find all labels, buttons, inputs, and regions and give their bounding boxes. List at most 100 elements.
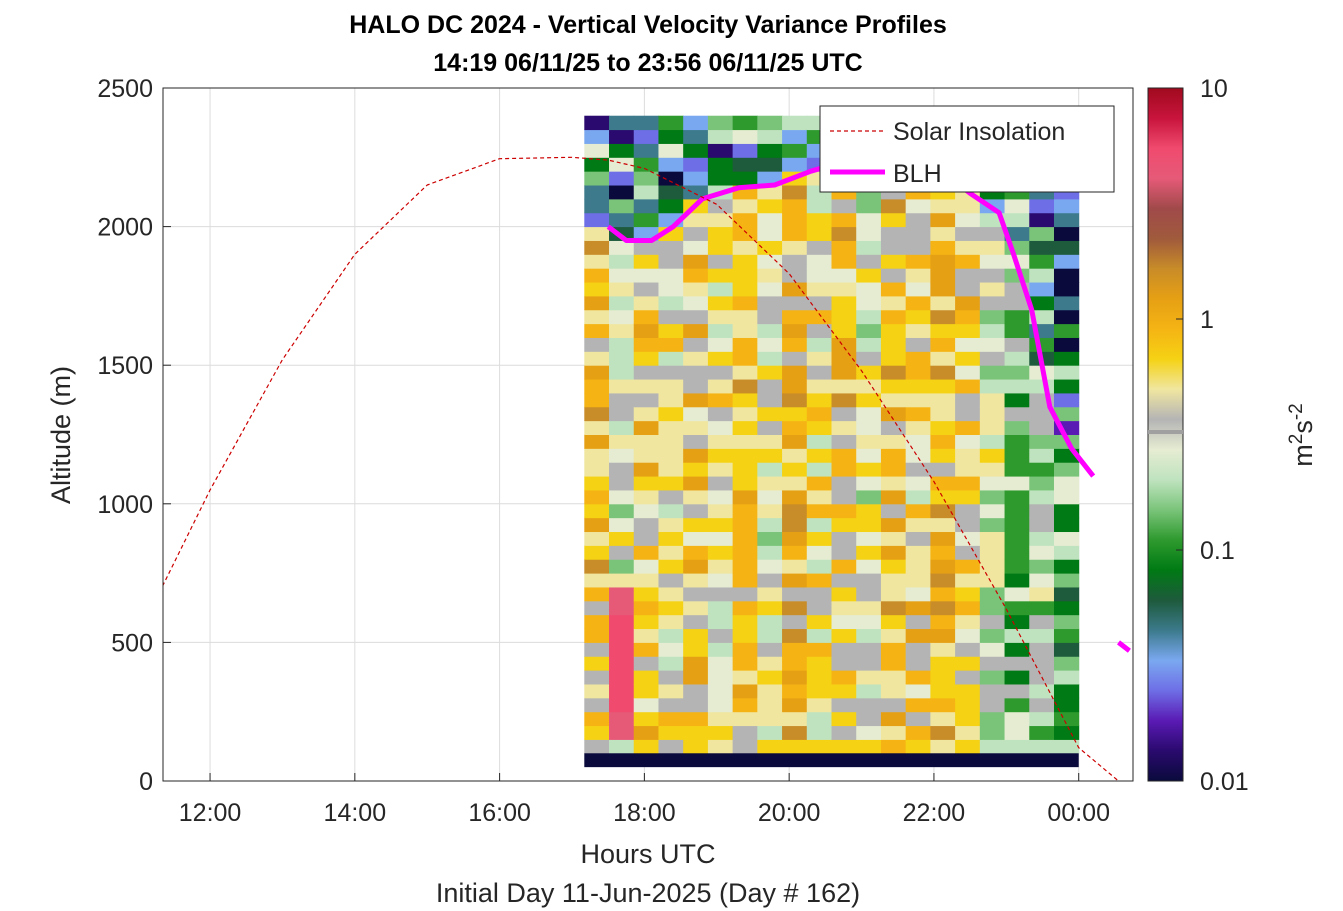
heatmap-cell <box>782 198 808 214</box>
heatmap-cell <box>1053 614 1080 630</box>
heatmap-cell <box>782 157 808 172</box>
heatmap-cell <box>905 725 931 740</box>
heatmap-cell <box>707 739 734 754</box>
heatmap-cell <box>1053 725 1080 740</box>
heatmap-cell <box>1004 628 1030 643</box>
heatmap-cell <box>955 434 981 449</box>
heatmap-cell <box>930 420 956 435</box>
heatmap-cell <box>658 517 684 533</box>
heatmap-cell <box>683 628 709 643</box>
heatmap-cell <box>658 683 684 699</box>
heatmap-cell <box>658 254 684 269</box>
heatmap-cell <box>732 531 758 546</box>
heatmap-cell <box>1053 309 1080 325</box>
heatmap-cell <box>1004 531 1030 546</box>
heatmap-cell <box>880 392 907 408</box>
heatmap-cell <box>707 503 734 519</box>
heatmap-cell <box>609 337 635 352</box>
heatmap-cell <box>806 462 833 477</box>
heatmap-cell <box>633 683 659 699</box>
heatmap-cell <box>609 739 635 754</box>
heatmap-cell <box>732 476 758 491</box>
heatmap-cell <box>633 503 659 519</box>
heatmap-cell <box>930 600 956 616</box>
heatmap-cell <box>683 143 709 158</box>
heatmap-cell <box>1053 545 1080 560</box>
heatmap-cell <box>1053 268 1080 283</box>
heatmap-cell <box>856 600 882 616</box>
heatmap-cell <box>609 240 635 255</box>
heatmap-cell <box>707 254 734 269</box>
legend-solar-label: Solar Insolation <box>893 118 1065 146</box>
heatmap-cell <box>609 365 635 380</box>
legend[interactable]: Solar Insolation BLH <box>819 105 1115 193</box>
heatmap-cell <box>757 462 783 477</box>
heatmap-cell <box>806 351 833 366</box>
heatmap-cell <box>683 157 709 172</box>
heatmap-cell <box>633 295 659 311</box>
heatmap-cell <box>856 323 882 338</box>
heatmap-cell <box>979 628 1006 643</box>
heatmap-cell <box>831 240 857 255</box>
heatmap-cell <box>584 115 610 131</box>
x-tick-label: 12:00 <box>179 799 242 827</box>
heatmap-cell <box>633 282 659 297</box>
heatmap-cell <box>831 517 857 533</box>
heatmap-cell <box>609 711 635 727</box>
heatmap-cell <box>757 268 783 283</box>
heatmap-cell <box>1029 517 1055 533</box>
heatmap-cell <box>782 392 808 408</box>
heatmap-cell <box>1004 295 1030 311</box>
heatmap-cell <box>757 697 783 713</box>
heatmap-cell <box>955 559 981 574</box>
heatmap-cell <box>880 656 907 671</box>
heatmap-cell <box>658 434 684 449</box>
heatmap-cell <box>955 683 981 699</box>
heatmap-cell <box>806 573 833 588</box>
heatmap-cell <box>633 198 659 214</box>
heatmap-cell <box>856 697 882 713</box>
colorbar-tick-label: 1 <box>1200 306 1214 334</box>
heatmap-cell <box>880 642 907 657</box>
heatmap-cell <box>806 365 833 380</box>
heatmap-cell <box>683 351 709 366</box>
heatmap-cell <box>707 337 734 352</box>
heatmap-cell <box>658 323 684 338</box>
heatmap-cell <box>856 365 882 380</box>
heatmap-cell <box>1029 600 1055 616</box>
heatmap-cell <box>831 282 857 297</box>
heatmap-cell <box>955 406 981 422</box>
heatmap-cell <box>707 670 734 685</box>
heatmap-cell <box>930 642 956 657</box>
heatmap-cell <box>1053 476 1080 491</box>
heatmap-cell <box>856 282 882 297</box>
heatmap-cell <box>782 282 808 297</box>
heatmap-cell <box>658 282 684 297</box>
heatmap-cell <box>806 697 833 713</box>
heatmap-cell <box>880 406 907 422</box>
heatmap-cell <box>609 157 635 172</box>
heatmap-cell <box>609 392 635 408</box>
heatmap-cell <box>979 559 1006 574</box>
heatmap-cell <box>658 489 684 505</box>
heatmap-cell <box>856 503 882 519</box>
heatmap-cell <box>732 697 758 713</box>
heatmap-cell <box>806 600 833 616</box>
heatmap-cell <box>732 226 758 241</box>
heatmap-cell <box>732 420 758 435</box>
heatmap-cell <box>782 573 808 588</box>
y-tick-label: 1500 <box>97 352 153 380</box>
chart-subtitle: 14:19 06/11/25 to 23:56 06/11/25 UTC <box>433 49 862 77</box>
heatmap-cell <box>757 503 783 519</box>
heatmap-cell <box>782 295 808 311</box>
heatmap-cell <box>1029 545 1055 560</box>
heatmap-cell <box>658 642 684 657</box>
heatmap-cell <box>831 448 857 463</box>
heatmap-cell <box>831 725 857 740</box>
heatmap-cell <box>979 545 1006 560</box>
heatmap-cell <box>806 198 833 214</box>
heatmap-cell <box>1053 683 1080 699</box>
heatmap-cell <box>856 240 882 255</box>
heatmap-cell <box>633 351 659 366</box>
heatmap-cell <box>584 379 610 394</box>
